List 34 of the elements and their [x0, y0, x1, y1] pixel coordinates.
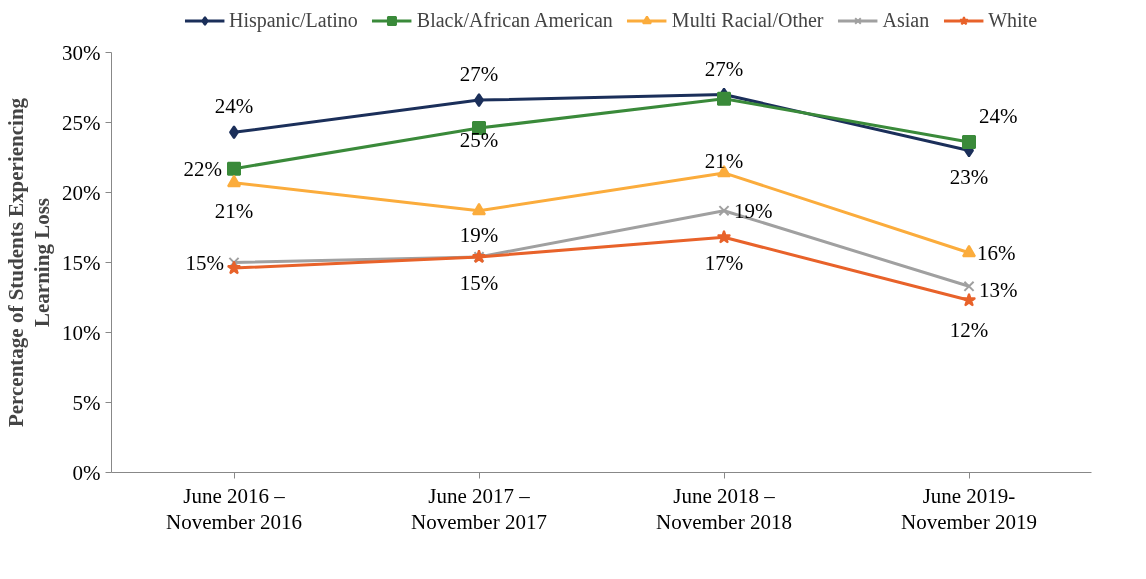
y-tick-label: 0% [72, 460, 101, 485]
x-tick-label: June 2018 – November 2018 [656, 483, 792, 534]
data-label: 24% [979, 104, 1018, 129]
data-label: 16% [977, 240, 1016, 265]
y-axis-title: Percentage of Students Experiencing Learning Loss [3, 97, 55, 428]
data-label: 19% [459, 222, 499, 247]
data-label: 25% [459, 128, 499, 153]
y-tick-label: 30% [62, 40, 101, 65]
data-label: 17% [704, 251, 744, 276]
legend-label: White [988, 8, 1038, 32]
data-label: 22% [183, 156, 223, 181]
y-tick-label: 25% [62, 110, 101, 135]
legend-label: Black/African American [416, 8, 613, 32]
x-tick-label: June 2017 – November 2017 [411, 483, 547, 534]
legend-label: Hispanic/Latino [228, 8, 358, 32]
y-tick-label: 10% [62, 320, 101, 345]
y-tick-label: 20% [62, 180, 101, 205]
x-tick-label: June 2016 – November 2016 [166, 483, 302, 534]
data-label: 13% [979, 278, 1018, 303]
data-label: 27% [704, 56, 744, 81]
x-tick-label: June 2019- November 2019 [901, 483, 1037, 534]
data-label: 27% [459, 62, 499, 87]
data-label: 12% [949, 318, 989, 343]
legend-label: Asian [882, 8, 930, 32]
data-label: 19% [734, 198, 773, 223]
legend-label: Multi Racial/Other [671, 8, 824, 32]
y-tick-label: 15% [62, 250, 101, 275]
y-tick-label: 5% [72, 390, 101, 415]
data-label: 15% [459, 270, 499, 295]
data-label: 21% [704, 148, 744, 173]
data-label: 23% [949, 164, 989, 189]
data-label: 15% [185, 250, 225, 275]
data-label: 24% [214, 94, 254, 119]
data-label: 21% [214, 198, 254, 223]
